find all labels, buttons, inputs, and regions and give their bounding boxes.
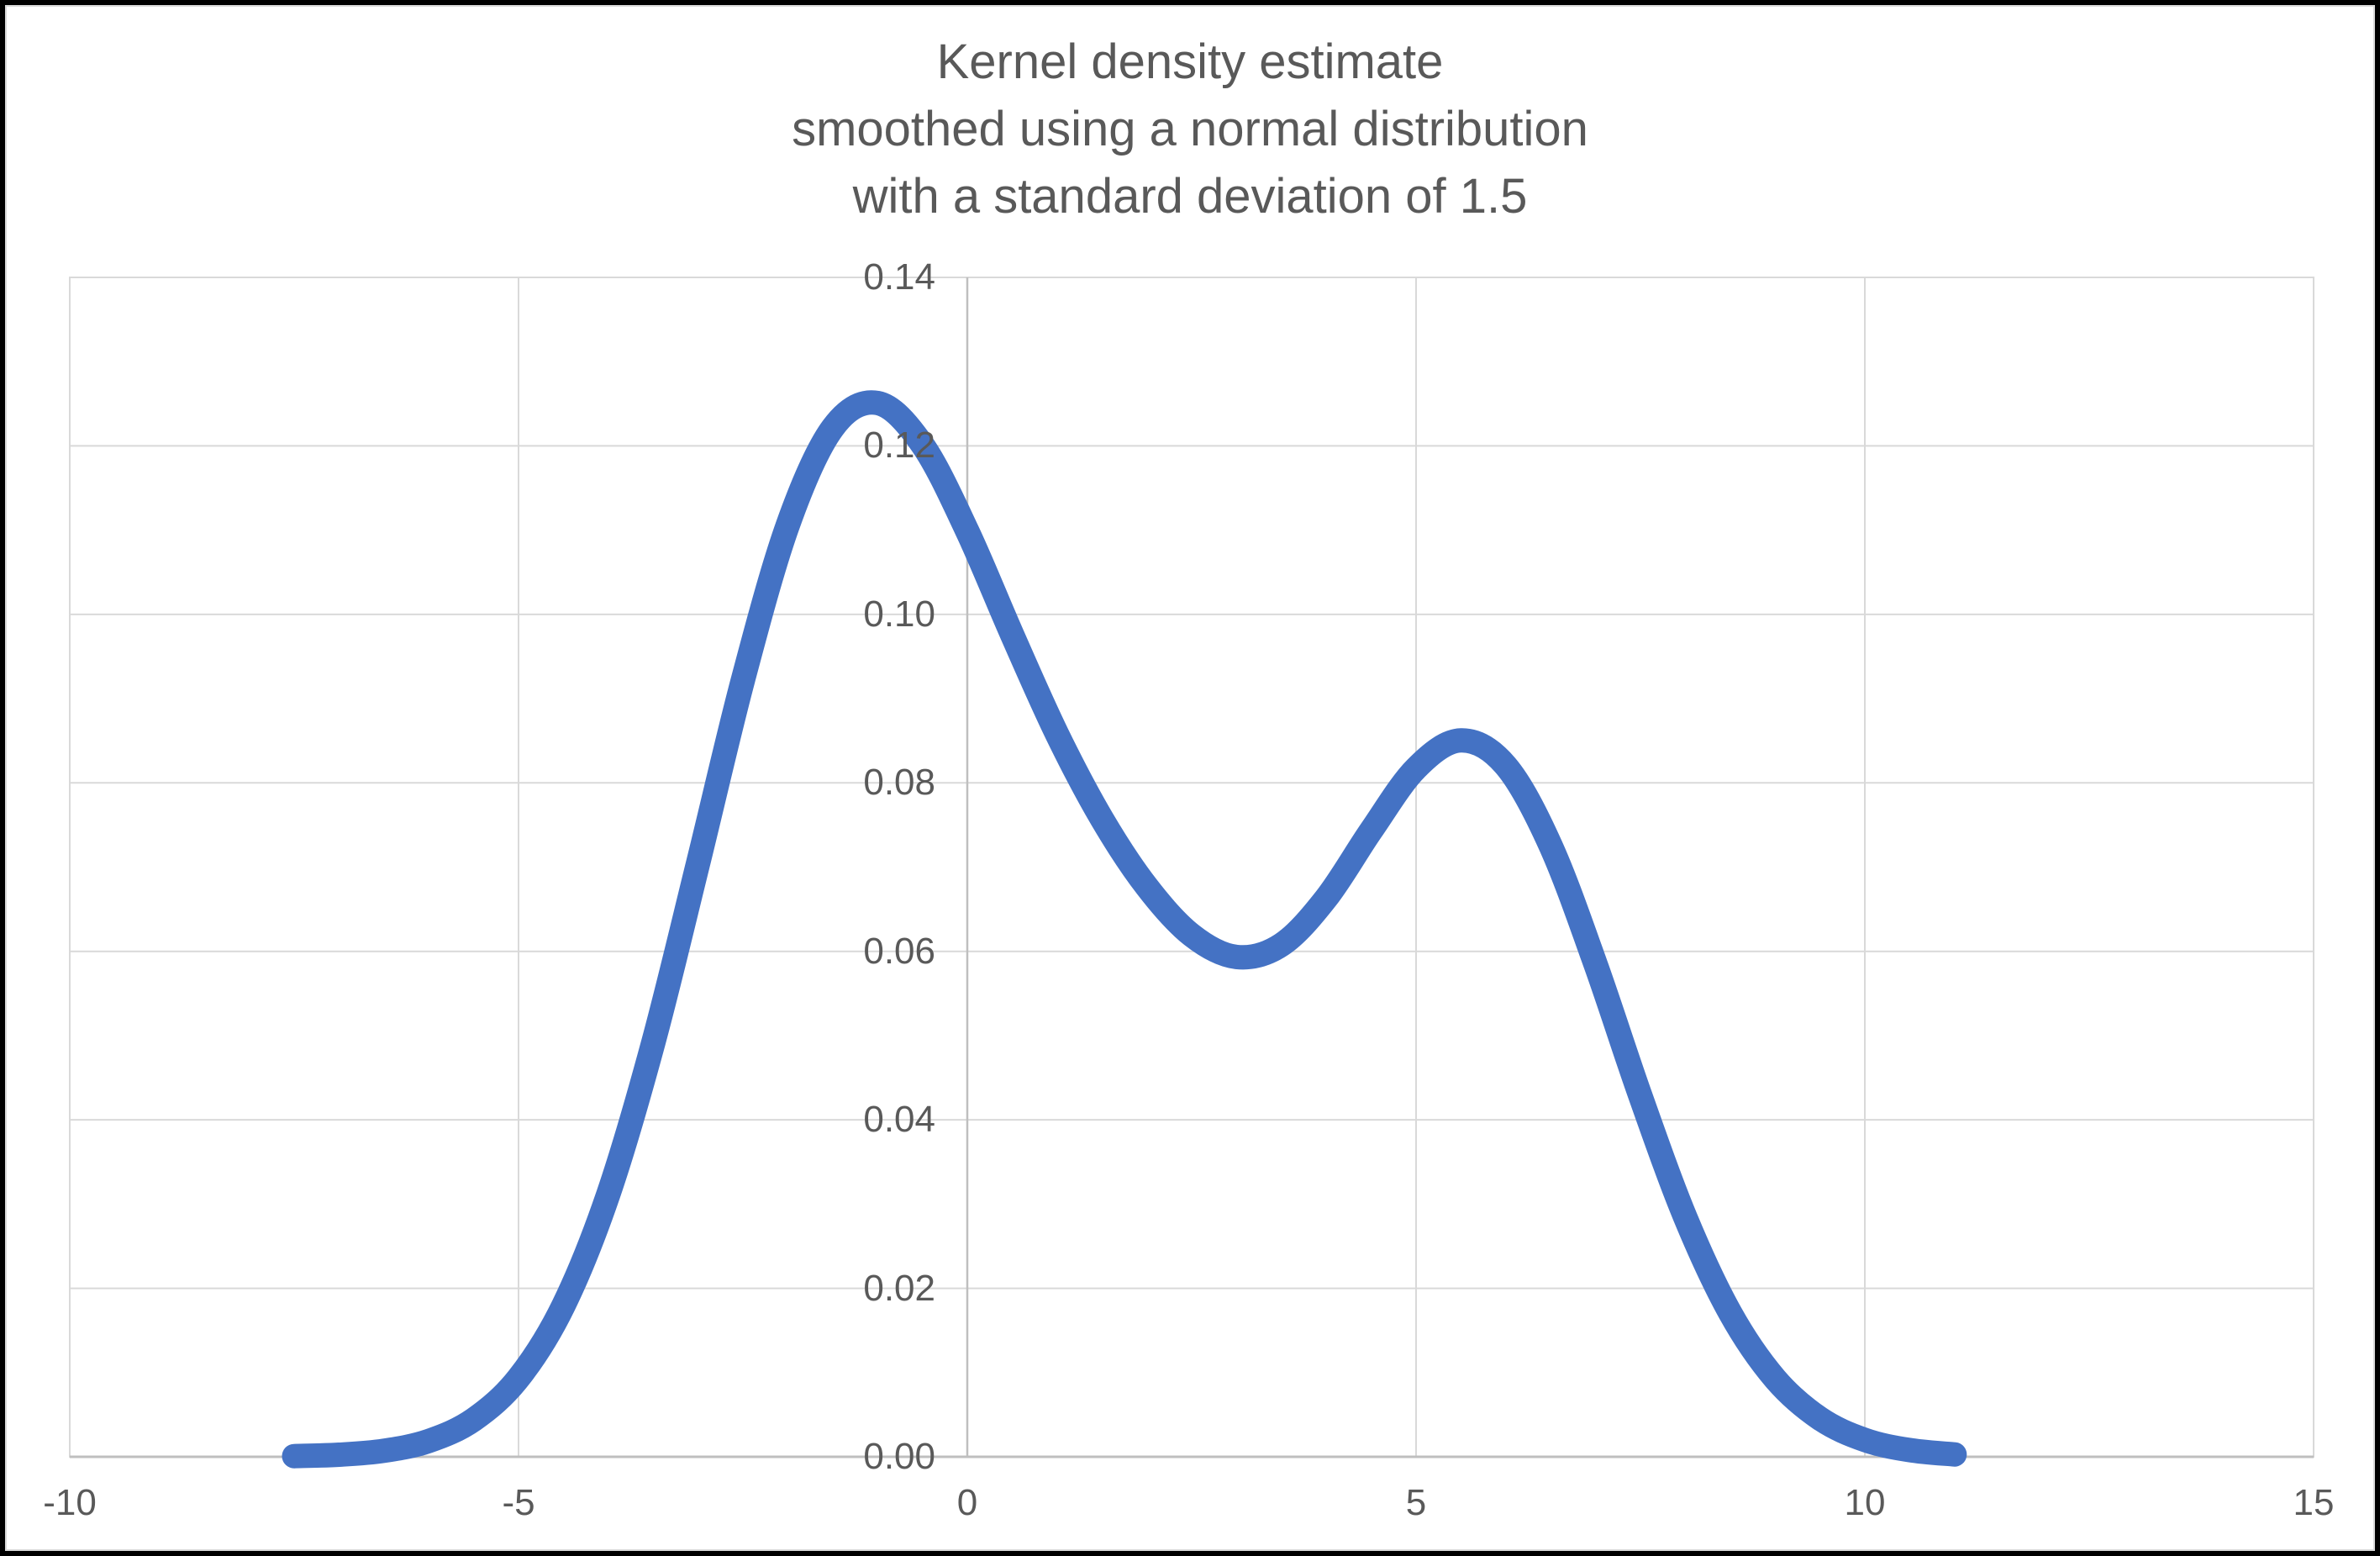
y-axis-tick-label: 0.06 (863, 930, 935, 972)
kde-curve (282, 390, 1967, 1469)
x-axis-tick-label: -5 (502, 1482, 535, 1523)
y-axis-tick-label: 0.10 (863, 593, 935, 635)
x-axis-tick-label: 0 (956, 1482, 978, 1523)
y-axis-tick-label: 0.02 (863, 1267, 935, 1309)
chart-background (5, 5, 2375, 1551)
y-axis-tick-label: 0.00 (863, 1436, 935, 1477)
x-axis-tick-label: 5 (1405, 1482, 1427, 1523)
y-axis-tick-label: 0.08 (863, 762, 935, 804)
chart-title-line-1: Kernel density estimate (936, 34, 1444, 89)
y-axis-tick-label: 0.12 (863, 425, 935, 467)
y-axis-tick-label: 0.04 (863, 1099, 935, 1141)
chart-title-line-3: with a standard deviation of 1.5 (852, 169, 1528, 224)
chart-title: Kernel density estimate smoothed using a… (0, 29, 2380, 230)
x-axis-tick-label: 10 (1844, 1482, 1886, 1523)
y-axis-tick-label: 0.14 (863, 256, 935, 298)
x-axis-tick-label: 15 (2293, 1482, 2335, 1523)
chart-title-line-2: smoothed using a normal distribution (792, 102, 1588, 156)
x-axis-tick-label: -10 (43, 1482, 97, 1523)
